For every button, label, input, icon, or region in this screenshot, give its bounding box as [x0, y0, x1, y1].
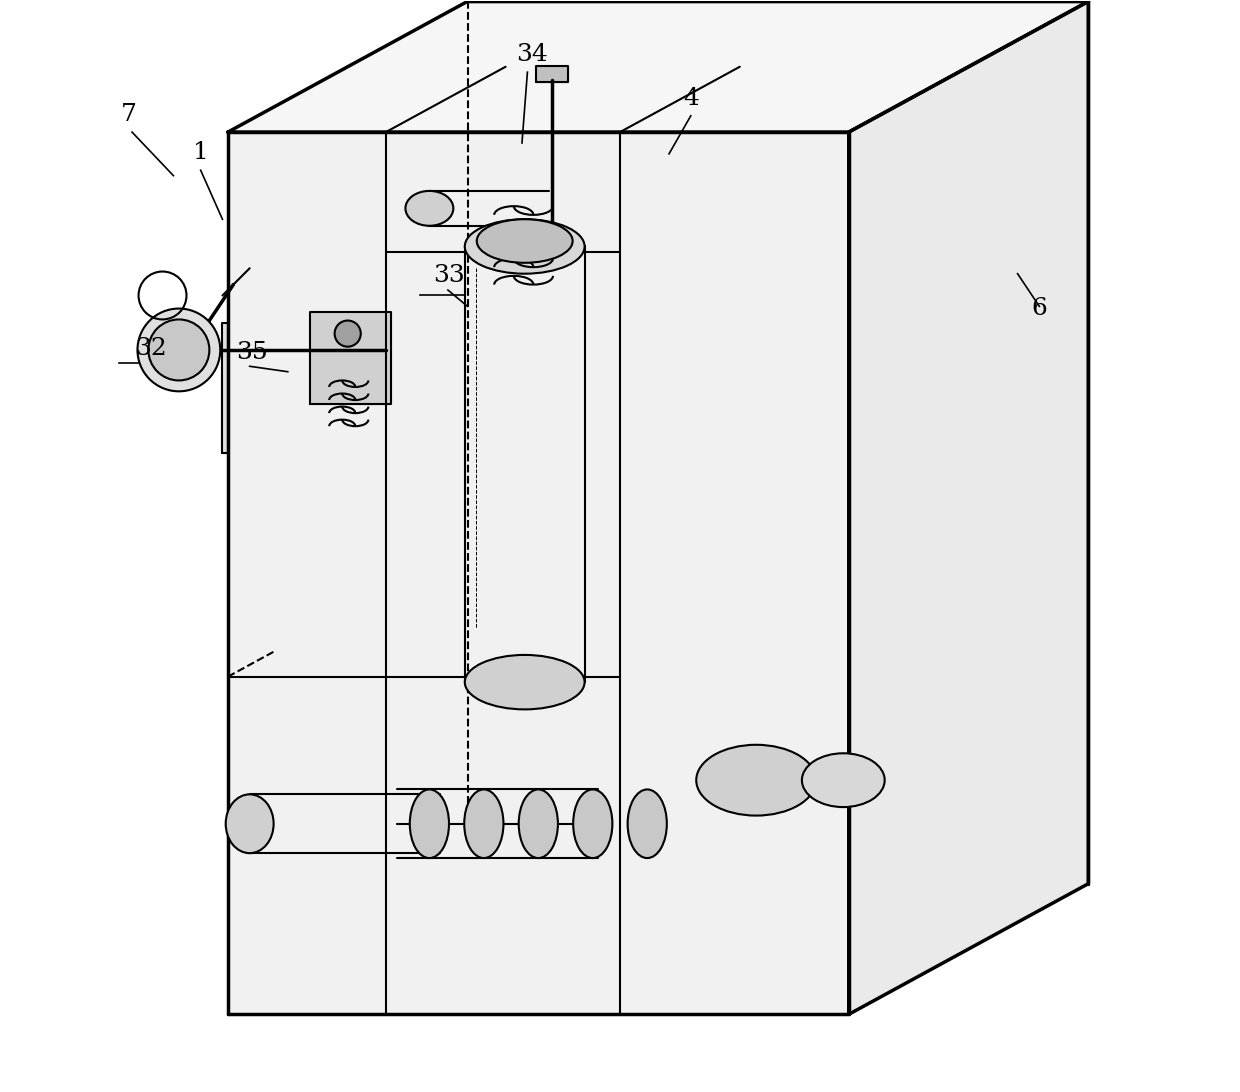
Polygon shape — [310, 312, 392, 404]
Polygon shape — [228, 1, 1089, 132]
Text: 32: 32 — [135, 337, 167, 360]
Ellipse shape — [149, 320, 210, 380]
Ellipse shape — [405, 191, 454, 226]
Ellipse shape — [802, 753, 884, 807]
Polygon shape — [848, 1, 1089, 1014]
Ellipse shape — [465, 219, 584, 274]
Polygon shape — [222, 323, 228, 453]
Ellipse shape — [518, 790, 558, 858]
Ellipse shape — [573, 790, 613, 858]
Ellipse shape — [627, 790, 667, 858]
Ellipse shape — [464, 790, 503, 858]
Ellipse shape — [138, 309, 221, 391]
Text: 33: 33 — [433, 264, 465, 287]
Ellipse shape — [696, 745, 816, 816]
Ellipse shape — [409, 790, 449, 858]
Text: 7: 7 — [122, 104, 136, 127]
Ellipse shape — [335, 321, 361, 346]
Ellipse shape — [476, 219, 573, 263]
Text: 35: 35 — [237, 341, 268, 364]
Text: 1: 1 — [193, 141, 208, 164]
Text: 6: 6 — [1032, 297, 1048, 320]
Polygon shape — [536, 67, 568, 82]
Ellipse shape — [465, 655, 584, 710]
Text: 4: 4 — [683, 87, 699, 110]
Polygon shape — [228, 132, 848, 1014]
Text: 34: 34 — [517, 44, 548, 67]
Ellipse shape — [226, 794, 274, 853]
